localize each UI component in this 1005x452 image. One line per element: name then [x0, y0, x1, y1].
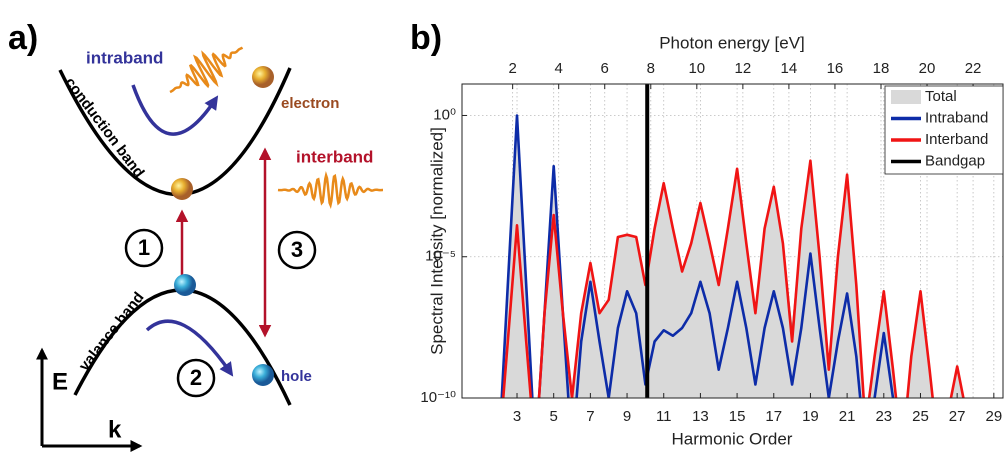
legend-label: Interband	[925, 131, 988, 148]
legend-swatch	[891, 90, 921, 104]
spectrum-line	[500, 114, 895, 398]
x2-tick-label: 12	[735, 60, 752, 77]
spectrum-chart: b) Photon energy [eV] Harmonic Order Spe…	[410, 19, 1004, 448]
x-tick-label: 29	[985, 408, 1002, 425]
y-tick-label: 10⁻⁵	[425, 248, 456, 265]
emitted-light	[277, 170, 383, 209]
intraband-arrow	[145, 319, 234, 377]
legend: Total Intraband Interband Bandgap	[884, 85, 1004, 175]
axes-frame	[461, 83, 1004, 399]
panel-label: b)	[410, 19, 442, 57]
x2-tick-label: 2	[508, 60, 516, 77]
hole	[252, 364, 274, 386]
energy-axis-label: E	[52, 368, 68, 395]
step-number: 3	[291, 237, 303, 262]
x2-tick-label: 18	[873, 60, 890, 77]
y-axis-label: Spectral Intensity [normalized]	[427, 127, 446, 355]
x2-tick-label: 14	[781, 60, 798, 77]
x-tick-label: 23	[875, 408, 892, 425]
x-tick-label: 17	[765, 408, 782, 425]
conduction-band-curve	[58, 67, 292, 197]
plot-area	[500, 84, 965, 398]
electron-label: electron	[281, 95, 339, 112]
x2-tick-label: 10	[688, 60, 705, 77]
hole	[174, 274, 196, 296]
x2-tick-label: 22	[965, 60, 982, 77]
legend-label: Total	[925, 88, 957, 105]
x2-tick-label: 4	[555, 60, 563, 77]
x-tick-label: 11	[656, 408, 672, 425]
x-tick-label: 13	[692, 408, 709, 425]
x2-tick-label: 8	[647, 60, 655, 77]
x2-tick-label: 16	[827, 60, 844, 77]
momentum-axis-label: k	[108, 416, 122, 443]
legend-label: Intraband	[925, 109, 988, 126]
step-number: 2	[190, 365, 202, 390]
x-tick-label: 5	[550, 408, 558, 425]
x-tick-label: 15	[729, 408, 746, 425]
intraband-arrow	[131, 84, 219, 136]
step-number: 1	[138, 235, 150, 260]
x-axis-label: Harmonic Order	[672, 429, 793, 448]
electron	[171, 178, 193, 200]
interband-label: interband	[296, 147, 373, 166]
intraband-label: intraband	[86, 48, 163, 67]
x-tick-label: 25	[912, 408, 929, 425]
x-tick-label: 3	[513, 408, 521, 425]
step-3: 3	[277, 230, 317, 270]
x2-axis-label: Photon energy [eV]	[659, 33, 805, 52]
valence-band-label: valance band	[76, 289, 148, 374]
y-tick-label: 10⁻¹⁰	[420, 389, 456, 406]
x2-tick-label: 20	[919, 60, 936, 77]
x2-tick-label: 6	[601, 60, 609, 77]
x-tick-label: 21	[839, 408, 856, 425]
ticks: 3 5 7 9 11 13 15 17 19 21 23 25 27 29 2 4 6 8 10 12 14 16 18 20…	[420, 60, 1002, 425]
legend-label: Bandgap	[925, 152, 985, 169]
step-1: 1	[124, 228, 164, 268]
x-tick-label: 19	[802, 408, 819, 425]
x-tick-label: 27	[949, 408, 966, 425]
emitted-light	[169, 46, 244, 94]
band-diagram: a) conduction band valance band intraban…	[8, 19, 383, 452]
electron	[252, 66, 274, 88]
panel-label: a)	[8, 19, 38, 57]
hole-label: hole	[281, 368, 312, 385]
step-2: 2	[176, 358, 216, 398]
y-tick-label: 10⁰	[433, 106, 456, 123]
x-tick-label: 7	[586, 408, 594, 425]
x-tick-label: 9	[623, 408, 631, 425]
